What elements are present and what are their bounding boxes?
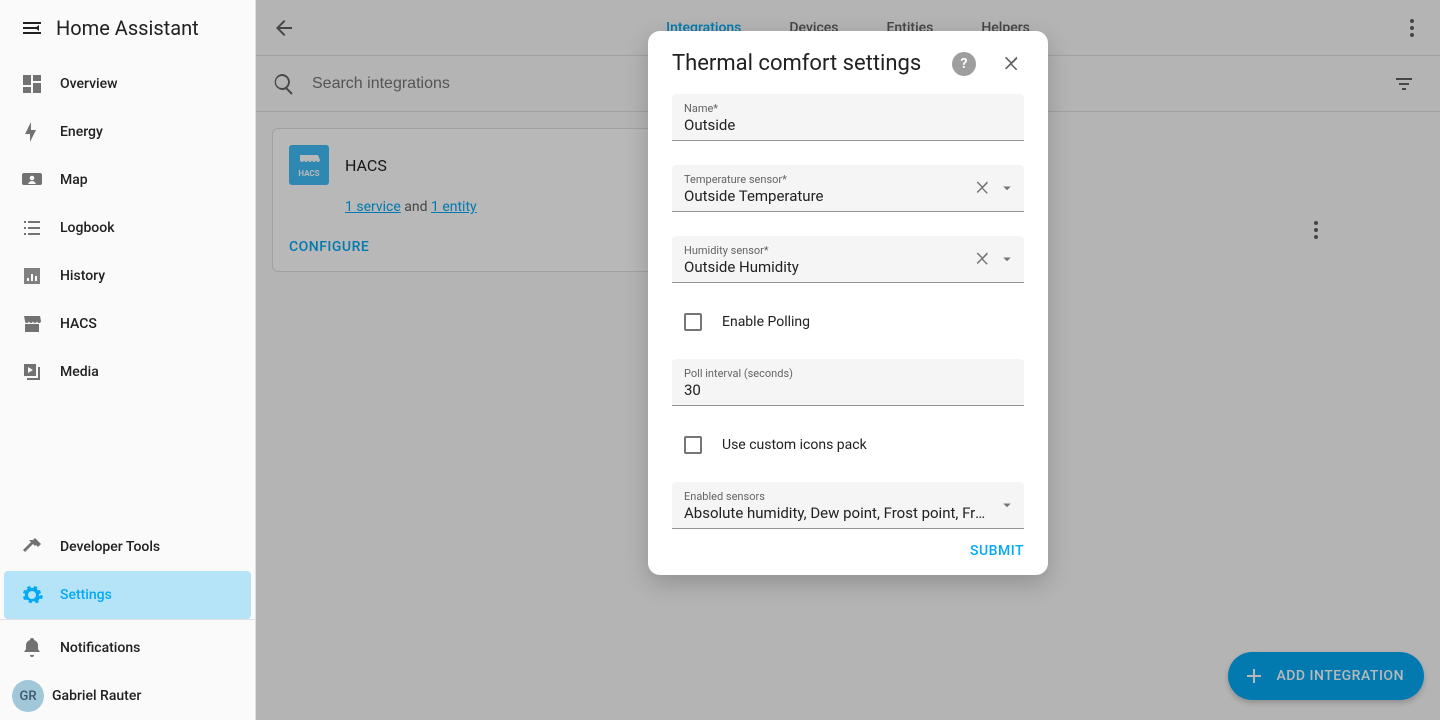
user-name: Gabriel Rauter: [52, 688, 141, 704]
store-icon: [20, 312, 60, 336]
field-poll-interval[interactable]: Poll interval (seconds) 30: [672, 359, 1024, 406]
sidebar-item-label: Media: [60, 364, 99, 380]
dialog-title: Thermal comfort settings: [672, 51, 944, 76]
menu-icon[interactable]: [12, 8, 52, 48]
field-label: Temperature sensor*: [684, 173, 1012, 186]
field-value: Outside Humidity: [684, 258, 1012, 276]
sidebar-item-history[interactable]: History: [4, 252, 251, 300]
sidebar-item-label: History: [60, 268, 105, 284]
sidebar-item-hacs[interactable]: HACS: [4, 300, 251, 348]
sidebar-item-overview[interactable]: Overview: [4, 60, 251, 108]
sidebar-item-label: Developer Tools: [60, 539, 160, 555]
dialog-thermal-comfort: Thermal comfort settings ? Name* Outside…: [648, 31, 1048, 575]
dialog-header: Thermal comfort settings ?: [648, 31, 1048, 82]
field-value: Absolute humidity, Dew point, Frost poin…: [684, 504, 1012, 522]
help-icon[interactable]: ?: [952, 52, 976, 76]
sidebar-item-label: Energy: [60, 124, 103, 140]
field-value: Outside Temperature: [684, 187, 1012, 205]
sidebar-header: Home Assistant: [0, 0, 255, 56]
field-humidity-sensor[interactable]: Humidity sensor* Outside Humidity: [672, 236, 1024, 283]
clear-icon[interactable]: [974, 250, 992, 268]
sidebar-item-energy[interactable]: Energy: [4, 108, 251, 156]
sidebar-item-label: HACS: [60, 316, 97, 332]
field-label: Poll interval (seconds): [684, 367, 1012, 380]
dropdown-icon[interactable]: [998, 179, 1016, 197]
main: Integrations Devices Entities Helpers: [256, 0, 1440, 720]
sidebar-item-notifications[interactable]: Notifications: [4, 624, 251, 672]
field-value: 30: [684, 381, 1012, 399]
sidebar-item-label: Settings: [60, 587, 112, 603]
field-label: Enabled sensors: [684, 490, 1012, 503]
checkbox-custom-icons[interactable]: Use custom icons pack: [672, 430, 1024, 460]
gear-icon: [20, 583, 60, 607]
play-icon: [20, 360, 60, 384]
sidebar: Home Assistant Overview Energy Map Logbo…: [0, 0, 256, 720]
sidebar-tools: Developer Tools Settings: [0, 523, 255, 619]
bell-icon: [20, 636, 60, 660]
sidebar-item-label: Map: [60, 172, 88, 188]
sidebar-item-media[interactable]: Media: [4, 348, 251, 396]
dropdown-icon[interactable]: [998, 250, 1016, 268]
sidebar-bottom: Notifications GR Gabriel Rauter: [0, 619, 255, 720]
field-enabled-sensors[interactable]: Enabled sensors Absolute humidity, Dew p…: [672, 482, 1024, 529]
sidebar-item-logbook[interactable]: Logbook: [4, 204, 251, 252]
clear-icon[interactable]: [974, 179, 992, 197]
sidebar-item-map[interactable]: Map: [4, 156, 251, 204]
hammer-icon: [20, 535, 60, 559]
list-icon: [20, 216, 60, 240]
avatar: GR: [12, 680, 44, 712]
sidebar-item-settings[interactable]: Settings: [4, 571, 251, 619]
close-icon[interactable]: [1000, 52, 1024, 76]
checkbox-label: Use custom icons pack: [722, 437, 867, 453]
chart-icon: [20, 264, 60, 288]
checkbox-icon: [684, 313, 702, 331]
field-name[interactable]: Name* Outside: [672, 94, 1024, 141]
dialog-body: Name* Outside Temperature sensor* Outsid…: [648, 82, 1048, 533]
field-label: Humidity sensor*: [684, 244, 1012, 257]
dialog-actions: SUBMIT: [648, 533, 1048, 575]
sidebar-nav: Overview Energy Map Logbook History HACS: [0, 56, 255, 523]
checkbox-label: Enable Polling: [722, 314, 810, 330]
lightning-icon: [20, 120, 60, 144]
sidebar-item-label: Overview: [60, 76, 117, 92]
submit-button[interactable]: SUBMIT: [970, 543, 1024, 559]
sidebar-item-label: Logbook: [60, 220, 115, 236]
app-title: Home Assistant: [56, 16, 199, 40]
checkbox-icon: [684, 436, 702, 454]
field-label: Name*: [684, 102, 1012, 115]
checkbox-enable-polling[interactable]: Enable Polling: [672, 307, 1024, 337]
sidebar-item-label: Notifications: [60, 640, 140, 656]
dashboard-icon: [20, 72, 60, 96]
field-value: Outside: [684, 116, 1012, 134]
dropdown-icon[interactable]: [998, 496, 1016, 514]
map-icon: [20, 168, 60, 192]
field-temperature-sensor[interactable]: Temperature sensor* Outside Temperature: [672, 165, 1024, 212]
sidebar-item-devtools[interactable]: Developer Tools: [4, 523, 251, 571]
sidebar-user[interactable]: GR Gabriel Rauter: [0, 672, 255, 720]
